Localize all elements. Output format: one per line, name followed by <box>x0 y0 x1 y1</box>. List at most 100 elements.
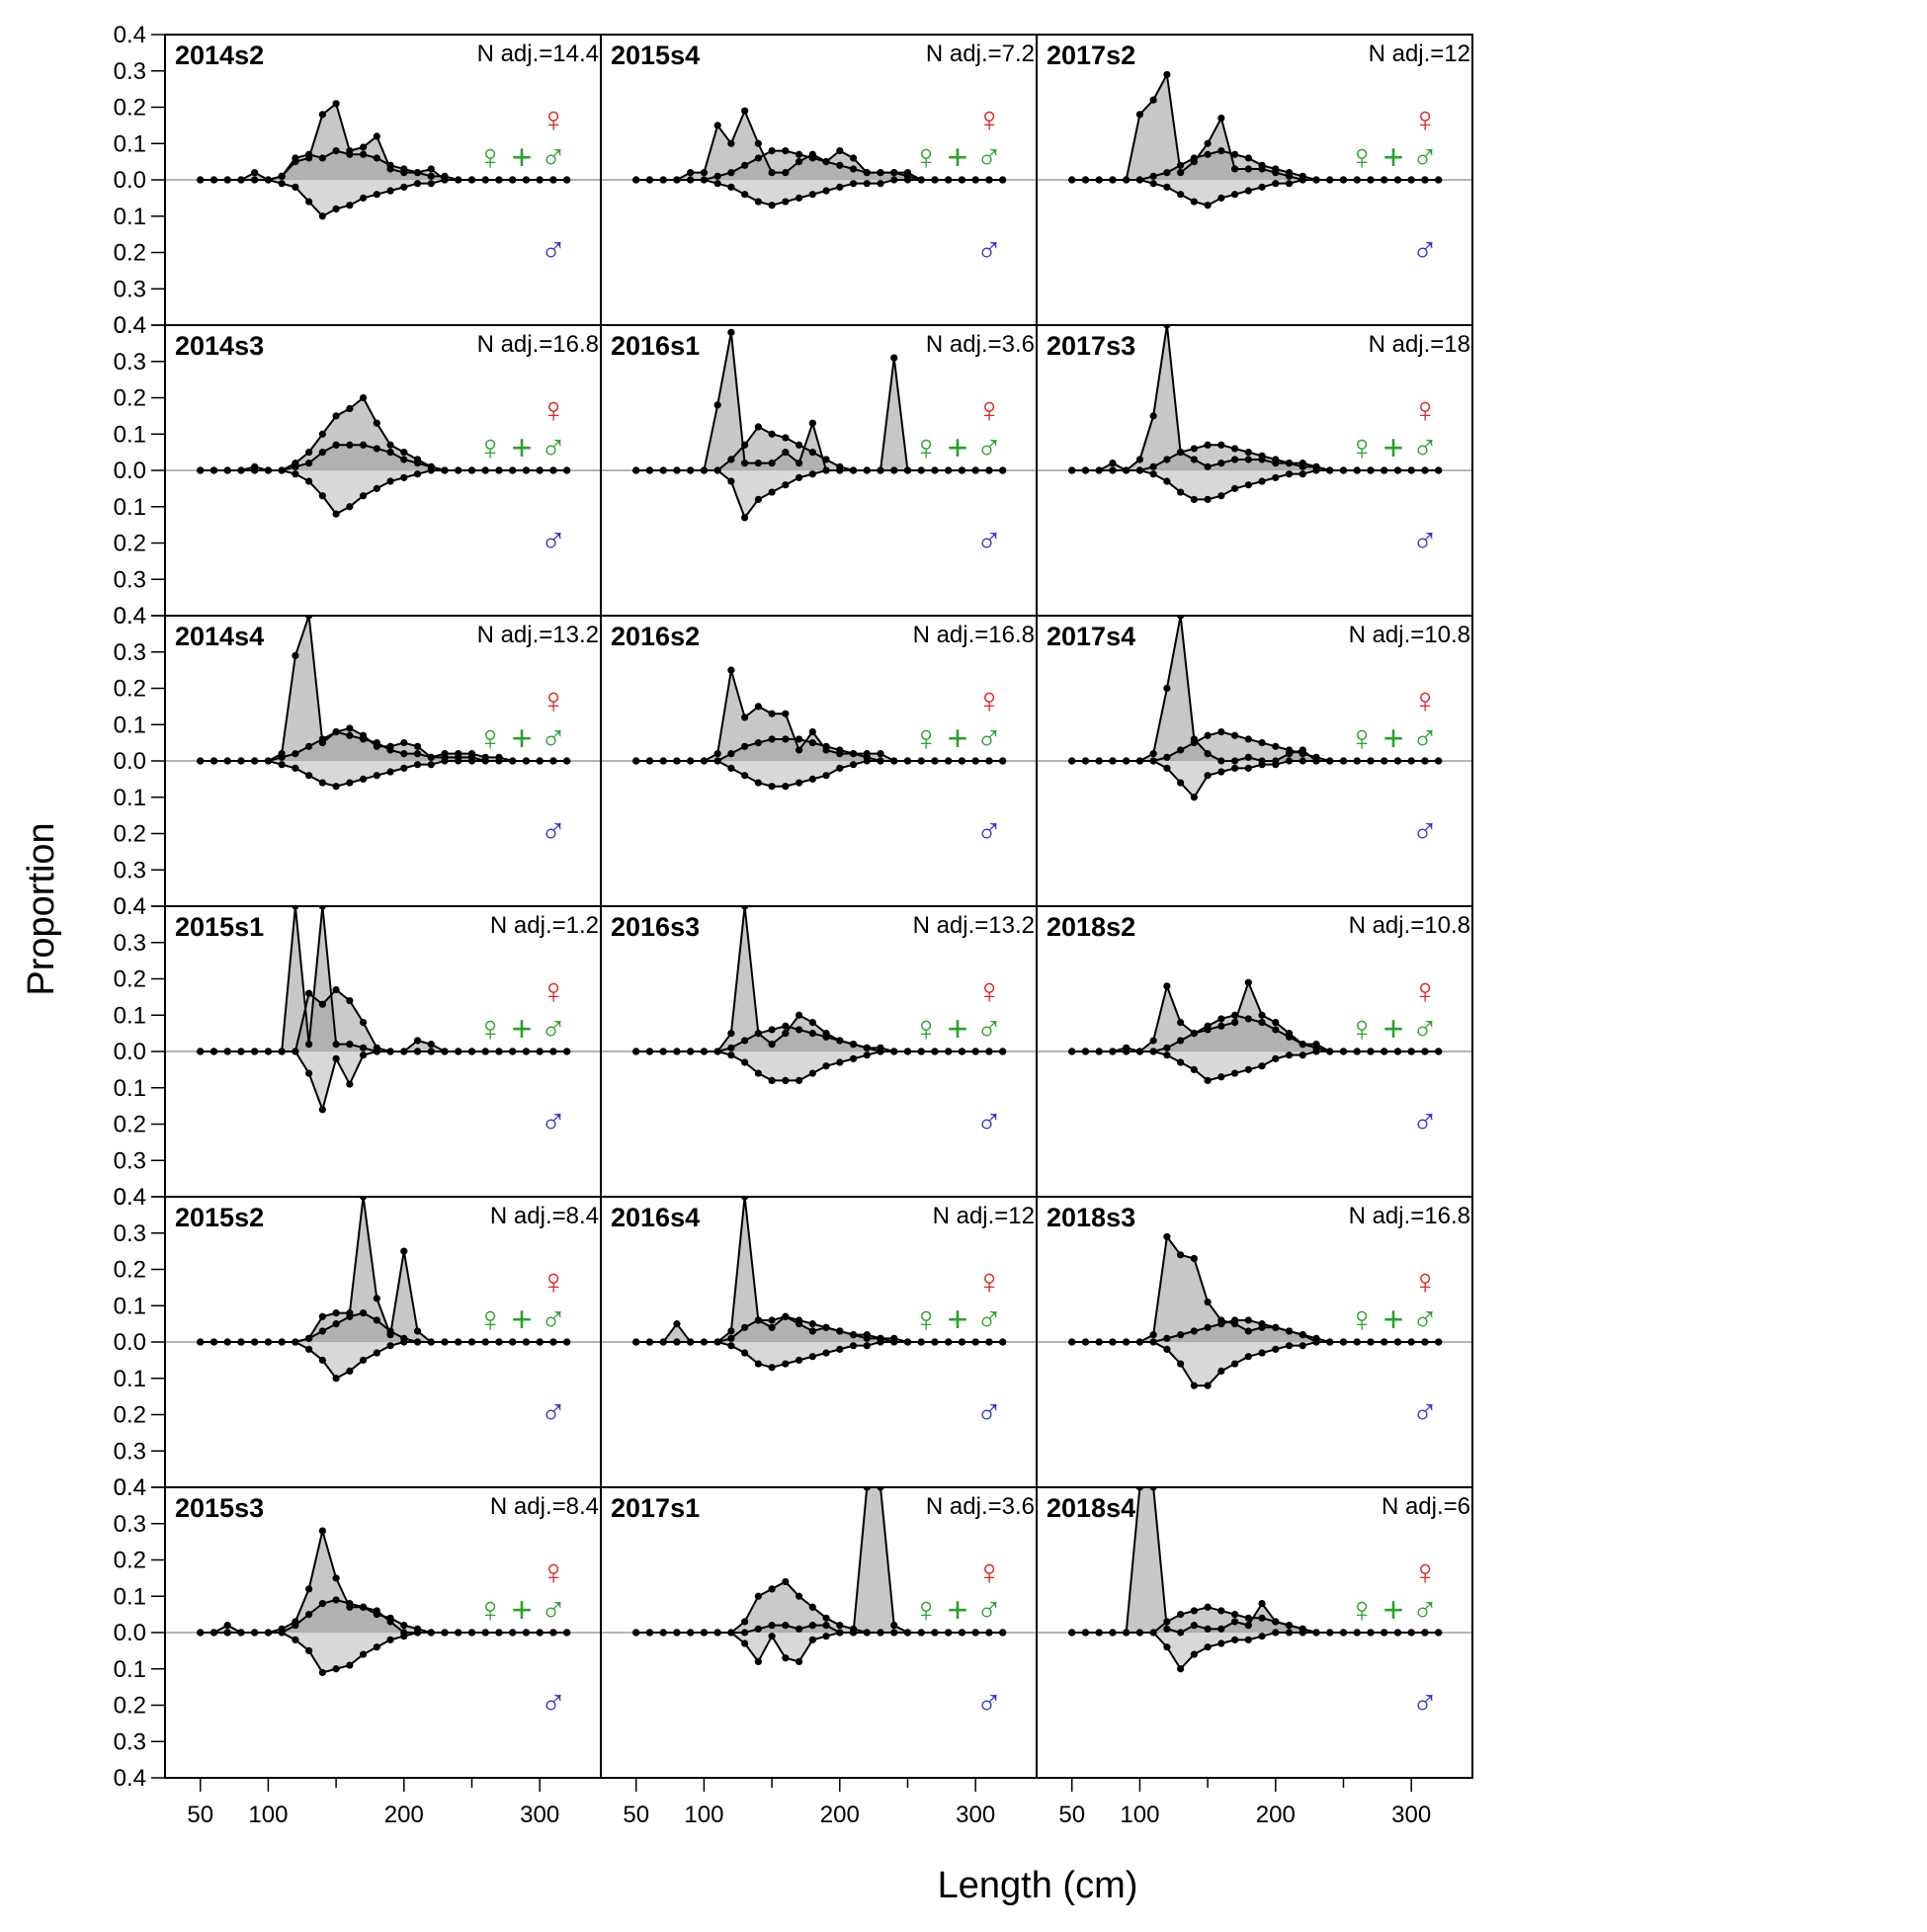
male-point <box>1326 757 1334 765</box>
male-point <box>1258 1062 1266 1070</box>
male-point <box>264 176 273 184</box>
y-tick-label: 0.3 <box>114 1728 146 1755</box>
male-point <box>305 1646 313 1654</box>
male-point <box>1393 176 1402 184</box>
y-tick-label: 0.1 <box>114 204 146 230</box>
male-point <box>903 466 912 474</box>
y-axis-label: Proportion <box>21 822 62 995</box>
male-point <box>455 757 462 765</box>
male-icon: ♂ <box>541 1682 567 1722</box>
male-point <box>359 775 368 783</box>
male-point <box>1135 1048 1144 1055</box>
female-point <box>1217 1015 1225 1023</box>
male-point <box>509 466 517 474</box>
male-area <box>200 180 567 216</box>
female-point <box>1285 1622 1294 1630</box>
unsexed-point <box>427 1041 435 1049</box>
male-point <box>1407 1048 1415 1055</box>
unsexed-point <box>768 1323 776 1331</box>
male-point <box>467 1629 476 1637</box>
male-line <box>635 1050 1003 1082</box>
male-point <box>782 1654 790 1662</box>
male-point <box>481 757 489 765</box>
female-area <box>1071 1607 1439 1633</box>
y-tick-label: 0.2 <box>114 240 146 267</box>
male-point <box>1109 1338 1117 1346</box>
male-point <box>727 477 735 485</box>
male-point <box>822 772 830 780</box>
combined-sex-icon: ♂ <box>541 136 567 177</box>
male-point <box>455 1048 462 1055</box>
combined-sex-icon: + <box>1382 136 1403 177</box>
male-line <box>200 760 567 788</box>
male-point <box>346 1661 354 1669</box>
female-point <box>754 1030 762 1038</box>
y-tick-label: 0.4 <box>114 1184 146 1211</box>
panel-2015s1: ♀♀ + ♂♂2015s1 N adj.=1.2 <box>164 905 602 1198</box>
panel-plot-area <box>601 1487 1037 1665</box>
unsexed-point <box>808 1019 816 1027</box>
male-point <box>1163 1051 1171 1059</box>
unsexed-point <box>1163 982 1171 990</box>
unsexed-point <box>1204 462 1212 470</box>
panel-title: 2016s3 <box>611 912 700 942</box>
female-point <box>1217 728 1225 736</box>
male-point <box>318 1106 326 1114</box>
male-point <box>495 757 503 765</box>
y-tick-label: 0.4 <box>114 603 146 630</box>
male-point <box>1163 1643 1171 1651</box>
unsexed-point <box>1204 139 1212 147</box>
male-point <box>1190 495 1198 503</box>
female-area <box>1071 731 1439 761</box>
male-point <box>292 470 299 478</box>
male-point <box>251 1338 259 1346</box>
combined-sex-icon: ♀ <box>1349 427 1376 467</box>
male-point <box>1258 183 1266 191</box>
male-point <box>346 1080 354 1088</box>
unsexed-point <box>292 651 299 660</box>
male-point <box>971 1048 979 1055</box>
male-point <box>1353 1048 1361 1055</box>
unsexed-point <box>400 1247 408 1255</box>
male-point <box>1407 466 1415 474</box>
male-icon: ♂ <box>1412 520 1439 560</box>
male-point <box>1190 794 1198 801</box>
female-point <box>1299 1331 1306 1339</box>
unsexed-point <box>1230 757 1239 765</box>
male-point <box>687 1629 695 1637</box>
female-point <box>400 750 408 758</box>
unsexed-point <box>782 169 790 177</box>
male-point <box>251 1048 259 1055</box>
unsexed-point <box>754 1625 762 1633</box>
male-point <box>1095 1629 1103 1637</box>
unsexed-point <box>687 169 695 177</box>
x-tick-label: 100 <box>1120 1802 1159 1828</box>
male-point <box>1123 466 1131 474</box>
male-point <box>659 1629 667 1637</box>
male-point <box>632 757 640 765</box>
male-point <box>292 1048 299 1055</box>
male-point <box>768 1633 776 1640</box>
x-tick-label: 50 <box>187 1802 213 1828</box>
male-point <box>1299 1629 1306 1637</box>
panel-title: 2014s2 <box>175 41 264 70</box>
male-point <box>1109 757 1117 765</box>
male-point <box>1149 757 1157 765</box>
male-point <box>455 176 462 184</box>
male-point <box>495 466 503 474</box>
male-point <box>1081 176 1090 184</box>
female-point <box>863 169 871 177</box>
female-point <box>1258 452 1266 460</box>
unsexed-point <box>332 1041 340 1049</box>
y-tick-label: 0.0 <box>114 458 146 484</box>
female-area <box>635 426 1003 470</box>
combined-sex-icon: + <box>1382 427 1403 467</box>
panel-2014s2: ♀♀ + ♂♂2014s2 N adj.=14.4 <box>164 34 602 326</box>
panel-title: 2016s4 <box>611 1203 700 1232</box>
female-point <box>754 739 762 747</box>
male-point <box>727 1629 735 1637</box>
female-point <box>1163 169 1171 177</box>
male-point <box>822 1349 830 1357</box>
unsexed-point <box>836 147 844 155</box>
combined-sex-icon: ♂ <box>1412 136 1439 177</box>
